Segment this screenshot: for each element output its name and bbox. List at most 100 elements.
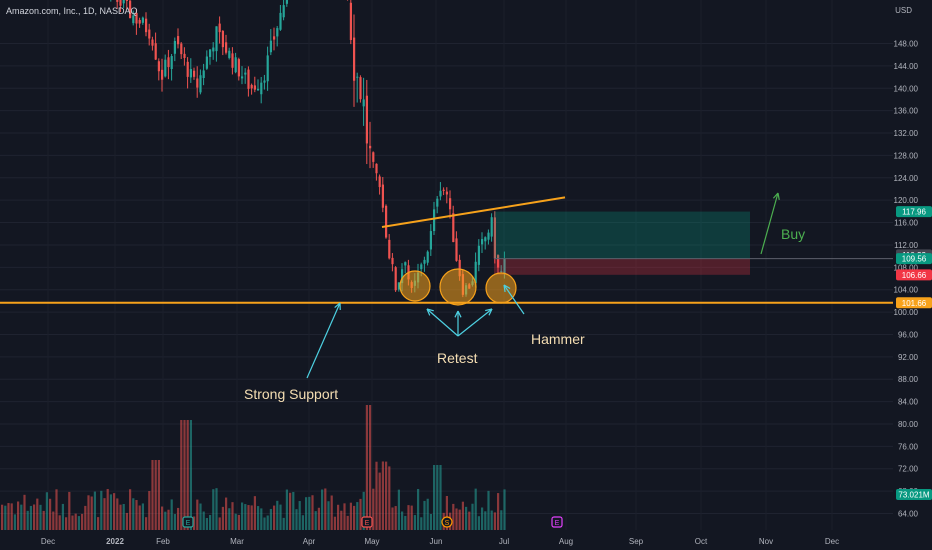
volume-bar: [215, 488, 218, 530]
volume-bar: [97, 517, 100, 530]
candle-body: [260, 82, 263, 95]
candle-body: [487, 232, 490, 240]
event-marker[interactable]: E: [551, 516, 563, 528]
candle-body: [397, 282, 400, 290]
retest-circle[interactable]: [485, 272, 517, 304]
volume-bar: [321, 489, 324, 530]
time-tick-label: May: [364, 537, 379, 546]
candle-body: [193, 70, 196, 77]
volume-bar: [253, 496, 256, 530]
candle-body: [180, 43, 183, 55]
candle-body: [378, 176, 381, 188]
volume-bar: [20, 504, 23, 530]
volume-bar: [337, 504, 340, 530]
time-tick-label: Dec: [825, 537, 839, 546]
volume-bar: [33, 504, 36, 530]
price-label: 117.96: [896, 206, 932, 218]
volume-bar: [173, 514, 176, 530]
volume-bar: [420, 517, 423, 530]
volume-bar: [145, 517, 148, 530]
volume-bar: [45, 492, 48, 530]
currency-label[interactable]: USD: [895, 6, 912, 15]
candle-body: [225, 42, 228, 53]
candle-body: [452, 213, 455, 243]
candle-body: [484, 237, 487, 242]
volume-bar: [234, 513, 237, 530]
volume-bar: [484, 511, 487, 530]
retest-arrow-middle[interactable]: [454, 310, 462, 336]
volume-bar: [106, 488, 109, 530]
event-marker[interactable]: S: [441, 516, 453, 528]
volume-bar: [26, 510, 29, 530]
volume-bar: [327, 501, 330, 530]
price-tick-label: 148.00: [894, 40, 919, 49]
symbol-label[interactable]: Amazon.com, Inc., 1D, NASDAQ: [6, 6, 138, 16]
target-zone[interactable]: [494, 211, 750, 259]
volume-bar: [148, 490, 151, 530]
volume-bar: [58, 515, 61, 530]
price-tick-label: 132.00: [894, 129, 919, 138]
volume-bar: [39, 504, 42, 530]
candle-body: [349, 2, 352, 40]
volume-bar: [135, 500, 138, 530]
volume-bar: [285, 489, 288, 530]
volume-bar: [250, 505, 253, 530]
candle-body: [221, 30, 224, 48]
candle-body: [439, 190, 442, 197]
retest-arrow-right[interactable]: [457, 308, 493, 337]
volume-bar: [209, 515, 212, 530]
candle-body: [474, 261, 477, 284]
trendline[interactable]: [381, 196, 566, 229]
volume-bar: [439, 465, 442, 530]
support-arrow[interactable]: [306, 302, 341, 379]
buy-arrow[interactable]: [760, 192, 780, 255]
volume-bar: [125, 512, 128, 530]
retest-circle[interactable]: [399, 270, 431, 302]
volume-bar: [87, 495, 90, 530]
candle-body: [138, 19, 141, 24]
volume-bar: [493, 512, 496, 530]
volume-bar: [202, 511, 205, 530]
retest-circle[interactable]: [439, 268, 477, 306]
volume-bar: [452, 503, 455, 530]
volume-bar: [189, 420, 192, 530]
price-label: 109.56: [896, 253, 932, 265]
volume-bar: [266, 515, 269, 530]
price-tick-label: 124.00: [894, 174, 919, 183]
candle-body: [362, 99, 365, 107]
candle-body: [253, 85, 256, 90]
candle-body: [257, 88, 260, 91]
volume-bar: [228, 508, 231, 530]
candle-body: [426, 251, 429, 263]
event-marker[interactable]: E: [361, 516, 373, 528]
retest-arrow-left[interactable]: [426, 308, 459, 337]
candle-body: [244, 72, 247, 75]
hammer-arrow[interactable]: [503, 284, 525, 315]
volume-bar: [490, 510, 493, 530]
candle-body: [125, 0, 128, 1]
volume-bar: [330, 495, 333, 530]
stop-zone[interactable]: [494, 258, 750, 275]
volume-bar: [29, 505, 32, 530]
price-tick-label: 136.00: [894, 107, 919, 116]
volume-bar: [282, 517, 285, 530]
candle-body: [279, 12, 282, 30]
svg-text:E: E: [555, 520, 560, 527]
candle-body: [356, 76, 359, 78]
event-marker[interactable]: E: [182, 516, 194, 528]
volume-bar: [305, 497, 308, 530]
candle-body: [381, 184, 384, 208]
volume-bar: [365, 405, 368, 530]
volume-bar: [375, 461, 378, 530]
volume-bar: [170, 499, 173, 530]
price-tick-label: 144.00: [894, 62, 919, 71]
volume-bar: [183, 420, 186, 530]
volume-bar: [157, 460, 160, 530]
candle-body: [365, 95, 368, 144]
volume-bar: [436, 465, 439, 530]
price-tick-label: 128.00: [894, 151, 919, 160]
price-tick-label: 100.00: [894, 308, 919, 317]
candle-body: [266, 55, 269, 82]
volume-bar: [289, 492, 292, 530]
